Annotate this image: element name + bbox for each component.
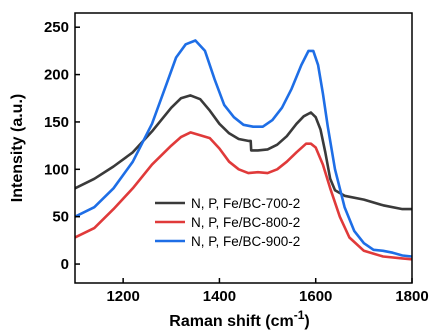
legend-label-2: N, P, Fe/BC-800-2 — [191, 215, 300, 230]
plot-frame — [74, 12, 413, 284]
y-tick-label: 50 — [52, 209, 69, 226]
x-tick-label: 1400 — [203, 288, 236, 305]
x-tick-label: 1800 — [395, 288, 428, 305]
y-tick-label: 250 — [44, 19, 69, 36]
y-tick-label: 150 — [44, 114, 69, 131]
legend-label-1: N, P, Fe/BC-700-2 — [191, 196, 300, 211]
y-tick-label: 0 — [61, 256, 69, 273]
y-tick-label: 100 — [44, 161, 69, 178]
series-line-3 — [75, 39, 412, 258]
series-line-2 — [75, 131, 412, 261]
ticks-layer: 1200 1400 1600 1800 0 50 100 150 200 250 — [44, 19, 429, 305]
y-axis-label: Intensity (a.u.) — [9, 94, 26, 202]
series-line-1 — [75, 94, 412, 211]
x-tick-label: 1600 — [299, 288, 332, 305]
x-axis-label-suffix: ) — [304, 313, 309, 330]
legend: N, P, Fe/BC-700-2 N, P, Fe/BC-800-2 N, P, … — [155, 196, 300, 249]
x-axis-label-superscript: -1 — [294, 308, 305, 322]
legend-label-3: N, P, Fe/BC-900-2 — [191, 234, 300, 249]
x-axis-label: Raman shift (cm-1) — [169, 308, 309, 330]
x-tick-label: 1200 — [106, 288, 139, 305]
x-axis-label-main: Raman shift (cm — [169, 313, 293, 330]
series-layer — [75, 39, 412, 261]
y-tick-label: 200 — [44, 67, 69, 84]
